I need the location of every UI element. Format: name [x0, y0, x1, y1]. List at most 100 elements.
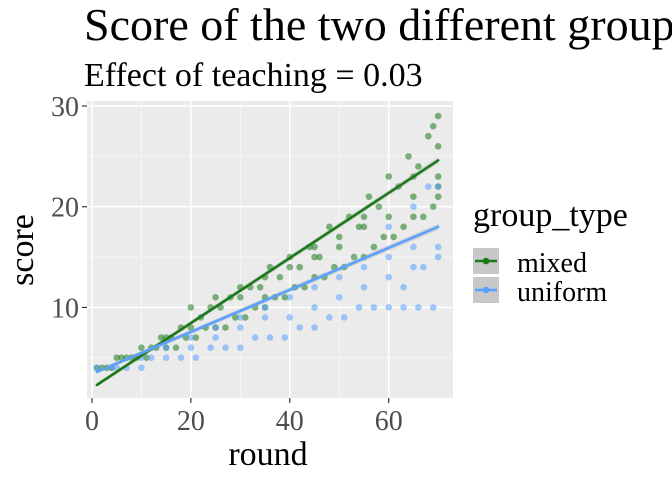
data-point	[212, 334, 219, 341]
data-point	[187, 334, 195, 341]
data-point	[410, 213, 417, 221]
data-point	[237, 324, 244, 331]
data-point	[335, 294, 343, 301]
data-point	[241, 314, 249, 321]
data-point	[113, 354, 120, 362]
data-point	[385, 253, 393, 261]
data-point	[434, 183, 442, 190]
data-point	[385, 304, 393, 311]
data-point	[286, 314, 294, 321]
data-point	[212, 324, 219, 331]
data-point	[335, 233, 343, 241]
data-point	[355, 304, 363, 311]
chart-title: Score of the two different groups	[84, 0, 672, 50]
chart-subtitle: Effect of teaching = 0.03	[84, 57, 423, 94]
data-point	[360, 213, 368, 221]
data-point	[326, 223, 333, 231]
data-point	[375, 203, 383, 211]
data-point	[311, 283, 318, 291]
data-point	[340, 314, 348, 321]
data-point	[276, 273, 284, 281]
data-point	[360, 263, 368, 271]
data-point	[385, 213, 393, 221]
data-point	[261, 304, 269, 311]
data-point	[251, 334, 259, 341]
data-point	[385, 223, 393, 231]
data-point	[143, 354, 150, 362]
y-tick-label: 10	[51, 293, 79, 324]
data-point	[286, 294, 294, 301]
data-point	[266, 334, 274, 341]
data-point	[281, 334, 289, 341]
data-point	[311, 243, 318, 251]
y-axis-title: score	[4, 214, 41, 286]
x-tick-label: 60	[375, 406, 403, 437]
data-point	[286, 263, 294, 271]
x-axis-title: round	[228, 436, 307, 473]
data-point	[222, 344, 229, 351]
data-point	[187, 344, 195, 351]
data-point	[434, 143, 442, 150]
data-point	[192, 334, 200, 341]
data-point	[400, 223, 407, 231]
data-point	[311, 324, 318, 331]
data-point	[350, 253, 358, 261]
data-point	[434, 193, 442, 200]
data-point	[415, 163, 422, 170]
data-point	[370, 304, 378, 311]
data-point	[429, 304, 437, 311]
data-point	[311, 253, 318, 261]
x-tick-label: 40	[276, 406, 304, 437]
data-point	[335, 273, 343, 281]
legend-key-point	[482, 257, 490, 265]
data-point	[256, 283, 264, 291]
data-point	[222, 324, 229, 331]
data-point	[424, 183, 432, 190]
data-point	[261, 314, 269, 321]
data-point	[296, 263, 303, 271]
data-point	[385, 273, 393, 281]
x-tick-label: 0	[85, 406, 99, 437]
legend-label: mixed	[517, 248, 587, 279]
data-point	[415, 304, 422, 311]
data-point	[420, 263, 427, 271]
data-point	[212, 294, 219, 301]
data-point	[410, 193, 417, 200]
data-point	[237, 344, 244, 351]
x-tick-label: 20	[177, 406, 205, 437]
data-point	[335, 243, 343, 251]
data-point	[93, 364, 101, 372]
data-point	[162, 344, 170, 351]
legend-title: group_type	[473, 197, 628, 234]
data-point	[187, 324, 195, 331]
data-point	[410, 243, 417, 251]
legend-entry-mixed: mixed	[473, 248, 587, 279]
data-point	[316, 253, 323, 261]
data-point	[405, 153, 412, 160]
data-point	[434, 173, 442, 180]
data-point	[360, 283, 368, 291]
data-point	[410, 263, 417, 271]
data-point	[172, 344, 180, 351]
data-point	[380, 233, 388, 241]
data-point	[192, 354, 200, 362]
data-point	[162, 354, 170, 362]
data-point	[296, 324, 303, 331]
series-uniform	[93, 183, 442, 372]
legend-label: uniform	[517, 277, 607, 308]
data-point	[232, 314, 239, 321]
y-axis-ticks: 10 20 30	[51, 92, 87, 324]
data-point	[138, 344, 145, 351]
data-point	[410, 203, 417, 211]
data-point	[429, 122, 437, 130]
data-point	[390, 233, 397, 241]
data-point	[434, 243, 442, 251]
y-tick-label: 30	[51, 92, 79, 123]
data-point	[420, 213, 427, 221]
data-point	[434, 112, 442, 120]
x-axis-ticks: 0 20 40 60	[85, 398, 403, 437]
fit-line	[95, 225, 440, 374]
